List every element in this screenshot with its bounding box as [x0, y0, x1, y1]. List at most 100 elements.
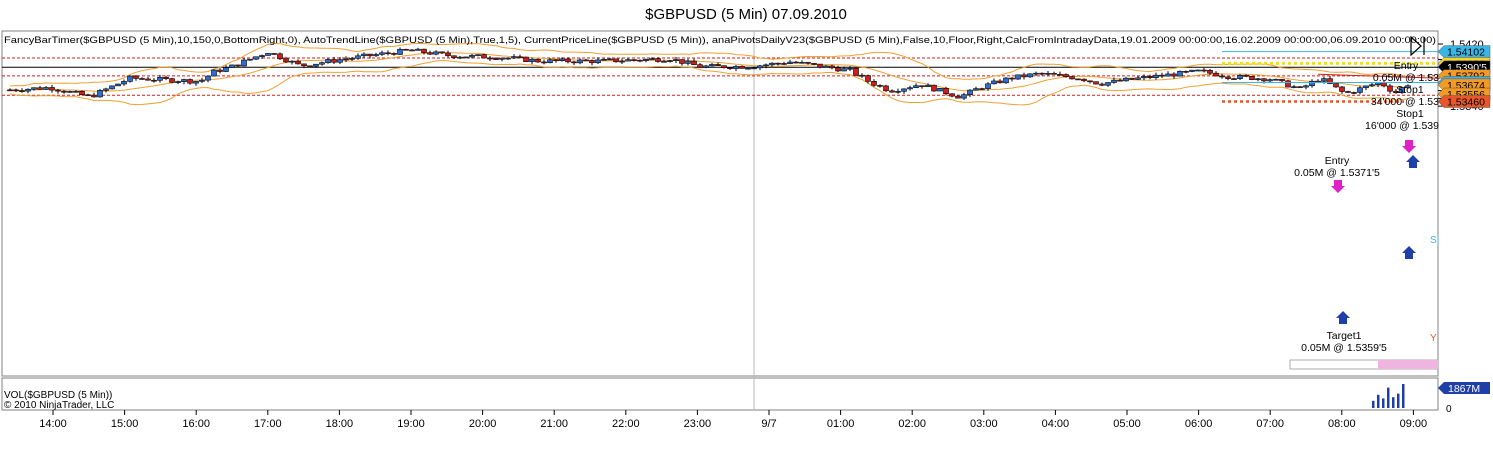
candle-body	[1087, 80, 1093, 83]
x-tick-label-15: 05:00	[1113, 418, 1141, 430]
x-tick-label-11: 01:00	[827, 418, 855, 430]
stop1-b-value: 16'000 @ 1.539	[1365, 120, 1439, 132]
candle-body	[613, 58, 619, 63]
candle-body	[607, 58, 613, 61]
volume-axis-zero: 0	[1446, 404, 1452, 415]
candle-body	[895, 90, 901, 93]
candle-body	[649, 58, 655, 60]
candle-body	[1021, 74, 1027, 78]
candle-body	[1105, 82, 1111, 86]
candle-body	[139, 78, 145, 80]
candle-body	[1321, 78, 1327, 82]
candle-body	[1333, 83, 1339, 88]
candle-body	[133, 75, 139, 79]
candle-body	[1057, 73, 1063, 76]
stop1-a-value: 34'000 @ 1.53	[1371, 96, 1439, 108]
candle-body	[193, 81, 199, 84]
buy-arrow-3	[1406, 155, 1420, 168]
candle-body	[1003, 77, 1009, 84]
candle-body	[1393, 90, 1399, 94]
candle-body	[907, 87, 913, 90]
candle-body	[841, 68, 847, 72]
candle-body	[283, 58, 289, 63]
candle-body	[1345, 91, 1351, 93]
candle-body	[523, 56, 529, 62]
candle-body	[319, 62, 325, 65]
candle-body	[1069, 76, 1075, 80]
candle-body	[529, 58, 535, 62]
price-panel	[1, 30, 1439, 377]
band-middle	[9, 51, 1409, 92]
candle-body	[757, 65, 763, 69]
candle-body	[1189, 69, 1195, 72]
candle-body	[1129, 77, 1135, 80]
candle-body	[595, 59, 601, 64]
candle-body	[31, 87, 37, 90]
candle-body	[739, 66, 745, 69]
candle-body	[913, 85, 919, 88]
candle-body	[769, 62, 775, 66]
candle-body	[1081, 78, 1087, 82]
candle-body	[589, 60, 595, 64]
x-tick-label-16: 06:00	[1185, 418, 1213, 430]
candle-body	[763, 64, 769, 67]
candle-body	[1147, 76, 1153, 78]
candle-body	[1297, 86, 1303, 88]
candle-body	[577, 59, 583, 64]
candle-body	[541, 61, 547, 64]
candle-body	[829, 65, 835, 69]
candle-body	[475, 54, 481, 56]
volume-bar	[1382, 398, 1385, 408]
candle-body	[1273, 78, 1279, 81]
candle-body	[385, 52, 391, 55]
candle-body	[853, 67, 859, 76]
candle-body	[361, 53, 367, 57]
x-tick-label-1: 15:00	[111, 418, 139, 430]
candle-body	[847, 67, 853, 70]
volume-bar	[1372, 400, 1375, 408]
stop1-b-label: Stop1	[1396, 108, 1424, 120]
candle-body	[325, 59, 331, 63]
candle-body	[409, 49, 415, 52]
entry-mid-label: Entry	[1325, 155, 1350, 167]
candle-body	[187, 79, 193, 84]
candle-body	[949, 93, 955, 97]
candle-body	[163, 77, 169, 79]
candle-body	[445, 52, 451, 57]
candle-body	[973, 88, 979, 91]
stop1-a-label: Stop1	[1396, 84, 1424, 96]
candle-body	[721, 65, 727, 69]
x-tick-label-10: 9/7	[761, 418, 776, 430]
candle-body	[463, 56, 469, 59]
candle-body	[637, 59, 643, 62]
candle-body	[991, 80, 997, 85]
candle-body	[373, 54, 379, 57]
candle-body	[265, 53, 271, 56]
candle-body	[391, 53, 397, 55]
candle-body	[571, 61, 577, 64]
buy-arrow-2	[1336, 311, 1350, 324]
bar-timer-icon[interactable]	[1410, 35, 1425, 57]
x-tick-label-14: 04:00	[1042, 418, 1070, 430]
candle-body	[91, 94, 97, 98]
candle-body	[145, 78, 151, 81]
candle-body	[175, 81, 181, 83]
candle-body	[85, 94, 91, 97]
candle-body	[685, 60, 691, 64]
volume-bar	[1392, 397, 1395, 408]
auto-trend-line	[1317, 73, 1441, 79]
candle-body	[217, 69, 223, 72]
candle-body	[61, 90, 67, 93]
candle-body	[979, 88, 985, 90]
volume-bar	[1387, 387, 1390, 408]
candle-body	[859, 74, 865, 77]
candle-body	[307, 65, 313, 68]
x-tick-label-3: 17:00	[254, 418, 282, 430]
candle-body	[181, 79, 187, 82]
band-lower	[9, 59, 1409, 106]
candle-body	[1009, 77, 1015, 80]
volume-badge-label: 1867M	[1448, 383, 1480, 395]
candle-body	[343, 58, 349, 61]
candle-body	[235, 64, 241, 67]
